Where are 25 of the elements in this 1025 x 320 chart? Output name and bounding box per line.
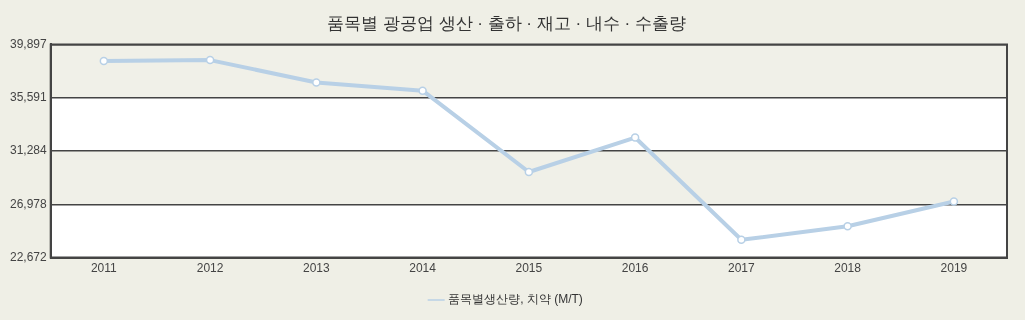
point (99, 56, 109, 66)
legend-label: 품목별생산량, 치약 (M/T) (448, 292, 583, 307)
y-tick-label: 26,978 (10, 196, 48, 211)
point (737, 235, 746, 245)
point (418, 86, 427, 95)
x-tick-label: 2012 (196, 261, 224, 276)
point (524, 167, 534, 177)
point (843, 222, 852, 231)
point (205, 55, 215, 65)
y-tick-label: 35,591 (10, 90, 48, 105)
y-tick-label: 22,672 (10, 249, 48, 264)
x-tick-label: 2016 (621, 261, 649, 276)
point (949, 197, 959, 206)
x-tick-label: 2013 (302, 261, 331, 276)
x-tick-label: 2014 (409, 261, 437, 276)
y-tick-label: 39,897 (10, 36, 48, 51)
x-tick-label: 2018 (834, 261, 862, 276)
x-tick-label: 2019 (940, 261, 968, 276)
y-tick-label: 31,284 (10, 143, 48, 158)
x-tick-label: 2015 (515, 261, 543, 276)
x-tick-label: 2011 (90, 261, 118, 276)
point (630, 133, 640, 142)
point (312, 78, 321, 87)
x-tick-label: 2017 (728, 261, 756, 276)
chart-title: 품목별 광공업 생산 · 출하 · 재고 · 내수 · 수출량 (327, 13, 686, 33)
